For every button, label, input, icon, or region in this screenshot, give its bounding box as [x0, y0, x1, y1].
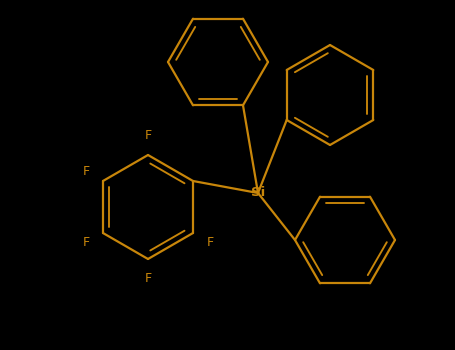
Text: Si: Si [251, 187, 265, 199]
Text: F: F [207, 236, 214, 250]
Text: F: F [82, 164, 90, 177]
Text: F: F [144, 272, 152, 285]
Text: F: F [82, 236, 90, 250]
Text: F: F [144, 129, 152, 142]
